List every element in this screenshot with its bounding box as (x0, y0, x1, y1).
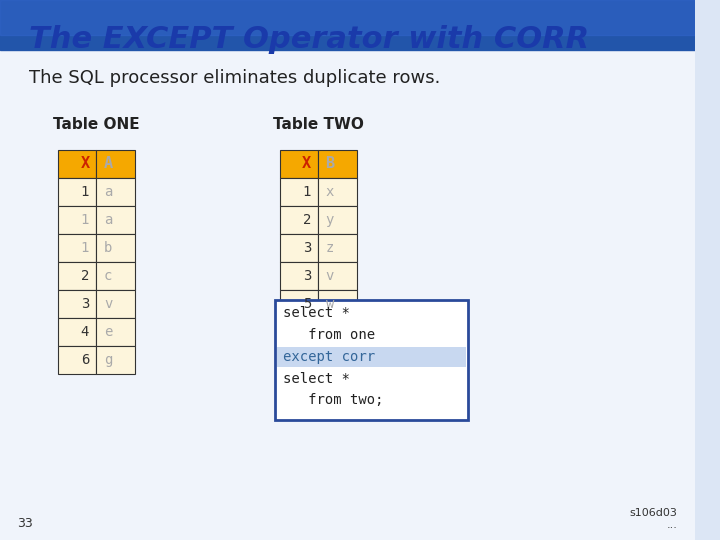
Bar (96, 206, 135, 234)
Text: g: g (104, 353, 112, 367)
Text: X: X (302, 157, 311, 172)
Text: 2: 2 (302, 213, 311, 227)
Text: from two;: from two; (283, 393, 383, 407)
Bar (318, 206, 357, 234)
Text: from one: from one (283, 328, 375, 342)
Bar (58, 346, 96, 374)
Bar (280, 206, 318, 234)
Bar (58, 290, 96, 318)
Bar (58, 150, 96, 178)
Bar (58, 318, 96, 346)
Bar (280, 290, 318, 318)
Text: 1: 1 (81, 241, 89, 255)
Bar (277, 347, 466, 367)
Text: x: x (325, 185, 334, 199)
Bar (96, 346, 135, 374)
Text: 6: 6 (81, 353, 89, 367)
Bar (96, 290, 135, 318)
Text: Table ONE: Table ONE (53, 117, 140, 132)
Text: 2: 2 (81, 269, 89, 283)
Text: 1: 1 (81, 185, 89, 199)
Text: e: e (104, 325, 112, 339)
Bar (280, 150, 318, 178)
Text: 1: 1 (302, 185, 311, 199)
Text: Table TWO: Table TWO (273, 117, 364, 132)
Text: w: w (325, 297, 334, 311)
Bar (58, 234, 96, 262)
Text: select *: select * (283, 306, 350, 320)
Text: v: v (325, 269, 334, 283)
Text: v: v (104, 297, 112, 311)
Text: c: c (104, 269, 112, 283)
Bar (318, 150, 357, 178)
Bar (318, 234, 357, 262)
Bar (0, 0, 695, 35)
Text: 33: 33 (17, 517, 33, 530)
Text: y: y (325, 213, 334, 227)
Text: b: b (104, 241, 112, 255)
Text: 3: 3 (302, 241, 311, 255)
Bar (275, 300, 468, 420)
Bar (318, 178, 357, 206)
Bar (280, 234, 318, 262)
Bar (96, 262, 135, 290)
Bar (96, 178, 135, 206)
Text: X: X (81, 157, 89, 172)
Text: a: a (104, 213, 112, 227)
Text: except corr: except corr (283, 350, 375, 364)
Text: 1: 1 (81, 213, 89, 227)
Text: 4: 4 (81, 325, 89, 339)
Bar (280, 262, 318, 290)
Text: The SQL processor eliminates duplicate rows.: The SQL processor eliminates duplicate r… (29, 69, 441, 87)
Bar (318, 290, 357, 318)
Text: a: a (104, 185, 112, 199)
Bar (58, 262, 96, 290)
Text: 3: 3 (81, 297, 89, 311)
Text: 3: 3 (302, 269, 311, 283)
Bar (280, 178, 318, 206)
Text: A: A (104, 157, 112, 172)
Text: B: B (325, 157, 335, 172)
Bar (58, 206, 96, 234)
Bar (58, 178, 96, 206)
Bar (96, 318, 135, 346)
Text: select *: select * (283, 372, 350, 386)
Bar (96, 150, 135, 178)
Bar (0, 0, 695, 50)
Text: 5: 5 (302, 297, 311, 311)
Text: s106d03
...: s106d03 ... (629, 508, 678, 530)
Text: The EXCEPT Operator with CORR: The EXCEPT Operator with CORR (29, 25, 589, 55)
Bar (318, 262, 357, 290)
Text: z: z (325, 241, 334, 255)
Bar (96, 234, 135, 262)
